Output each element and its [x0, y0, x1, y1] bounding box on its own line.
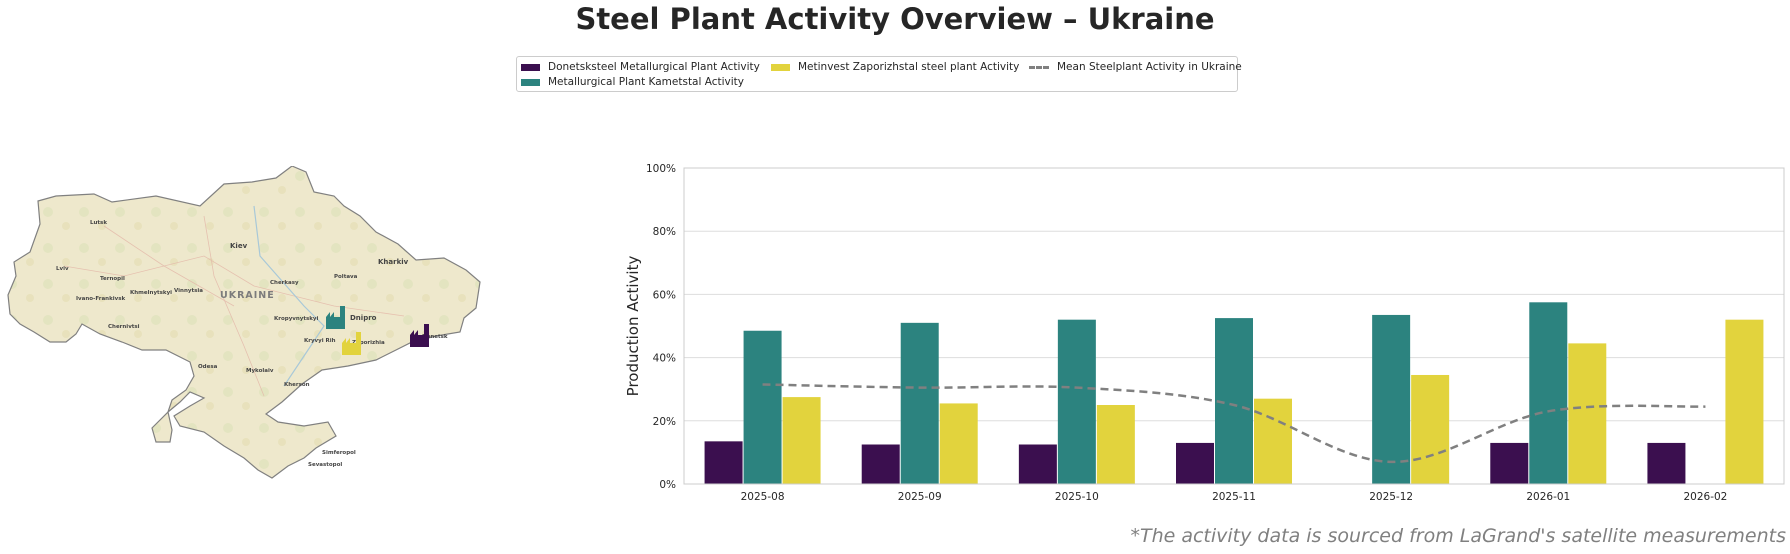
x-tick-label: 2025-12 [1369, 491, 1413, 500]
map-city-cherkasy: Cherkasy [270, 280, 299, 286]
map-city-kiev: Kiev [230, 242, 248, 250]
map-city-zaporizhia: Zaporizhia [352, 340, 385, 346]
bar-1-2025-11 [1176, 442, 1214, 484]
legend-item-mean: Mean Steelplant Activity in Ukraine [1029, 61, 1242, 73]
map-country-label: UKRAINE [220, 290, 275, 301]
y-tick-label: 100% [646, 163, 676, 175]
map-city-khmelnytskyi: Khmelnytskyi [130, 290, 172, 296]
y-tick-label: 80% [653, 226, 676, 238]
legend-swatch-mean [1029, 65, 1049, 69]
bar-2-2025-12 [1372, 314, 1411, 484]
map-city-kherson: Kherson [284, 382, 310, 388]
chart-title: Steel Plant Activity Overview – Ukraine [575, 2, 1215, 36]
plot-frame [683, 167, 1785, 485]
x-tick-label: 2026-01 [1526, 491, 1570, 500]
x-tick-label: 2025-08 [741, 491, 785, 500]
bar-3-2025-08 [782, 397, 821, 484]
bar-1-2025-09 [861, 444, 900, 484]
legend-item-zaporizhstal: Metinvest Zaporizhstal steel plant Activ… [771, 61, 1019, 73]
map-city-ivano-frankivsk: Ivano-Frankivsk [76, 296, 125, 302]
legend-label-donetsksteel: Donetsksteel Metallurgical Plant Activit… [548, 61, 760, 73]
bar-1-2025-10 [1018, 444, 1057, 484]
map-city-kryvyi-rih: Kryvyi Rih [304, 338, 336, 344]
factory-icon-kametstal [326, 306, 345, 329]
map-city-lutsk: Lutsk [90, 220, 107, 226]
y-tick-label: 20% [653, 416, 676, 428]
map-city-chernivtsi: Chernivtsi [108, 324, 140, 330]
y-axis-ticks: 0% 20% 40% 60% 80% 100% [646, 163, 676, 491]
map-city-mykolaiv: Mykolaiv [246, 368, 274, 374]
x-axis-ticks: 2025-08 2025-09 2025-10 2025-11 2025-12 2026-… [741, 491, 1728, 500]
bar-3-2026-02 [1725, 319, 1764, 484]
legend-label-kametstal: Metallurgical Plant Kametstal Activity [548, 76, 745, 88]
map-city-kharkiv: Kharkiv [378, 258, 409, 266]
legend-label-mean: Mean Steelplant Activity in Ukraine [1057, 61, 1242, 73]
x-tick-label: 2025-10 [1055, 491, 1099, 500]
bar-2-2025-08 [743, 330, 782, 484]
map-city-vinnytsia: Vinnytsia [174, 288, 203, 294]
map-city-donetsk: Donetsk [422, 334, 448, 340]
legend-item-kametstal: Metallurgical Plant Kametstal Activity [521, 76, 744, 88]
legend-swatch-zaporizhstal [771, 63, 790, 71]
map-city-simferopol: Simferopol [322, 450, 356, 456]
y-tick-label: 60% [653, 289, 676, 301]
bar-series [704, 302, 1764, 484]
footnote: *The activity data is sourced from LaGra… [1130, 525, 1786, 547]
legend-swatch-kametstal [521, 78, 540, 86]
x-tick-label: 2026-02 [1683, 491, 1727, 500]
y-tick-label: 40% [653, 353, 676, 365]
bar-2-2026-01 [1529, 302, 1568, 484]
mean-activity-line [762, 383, 1706, 464]
y-tick-label: 0% [659, 479, 676, 491]
map-city-lviv: Lviv [56, 266, 69, 272]
factory-icon-zaporizhstal [342, 332, 361, 355]
x-tick-label: 2025-11 [1212, 491, 1256, 500]
legend-item-donetsksteel: Donetsksteel Metallurgical Plant Activit… [521, 61, 760, 73]
ukraine-outline [7, 166, 481, 479]
bar-3-2026-01 [1568, 343, 1607, 484]
bar-1-2025-08 [704, 441, 743, 484]
map-city-ternopil: Ternopil [100, 276, 125, 282]
y-axis-label: Production Activity [624, 256, 642, 397]
bar-3-2025-10 [1096, 405, 1135, 484]
map-city-sevastopol: Sevastopol [308, 462, 342, 468]
factory-icon-donetsksteel [410, 324, 429, 347]
legend-swatch-donetsksteel [521, 63, 540, 71]
bar-1-2026-02 [1647, 442, 1686, 484]
bar-3-2025-12 [1411, 374, 1450, 484]
map-city-kropyvnytskyi: Kropyvnytskyi [274, 316, 319, 322]
ukraine-map: Lutsk Lviv Ternopil Ivano-Frankivsk Khme… [7, 166, 481, 479]
bar-3-2025-09 [939, 403, 978, 484]
bar-2-2025-10 [1057, 319, 1096, 484]
bar-1-2026-01 [1490, 442, 1529, 484]
legend: Donetsksteel Metallurgical Plant Activit… [516, 56, 1242, 92]
x-tick-label: 2025-09 [898, 491, 942, 500]
bar-3-2025-11 [1254, 398, 1292, 484]
map-city-dnipro: Dnipro [350, 314, 377, 322]
map-city-odesa: Odesa [198, 364, 218, 370]
map-city-poltava: Poltava [334, 274, 358, 280]
bar-2-2025-09 [900, 322, 939, 484]
legend-label-zaporizhstal: Metinvest Zaporizhstal steel plant Activ… [798, 61, 1020, 73]
activity-chart: 0% 20% 40% 60% 80% 100% 2025-08 2025-09 2025-10… [624, 163, 1785, 500]
